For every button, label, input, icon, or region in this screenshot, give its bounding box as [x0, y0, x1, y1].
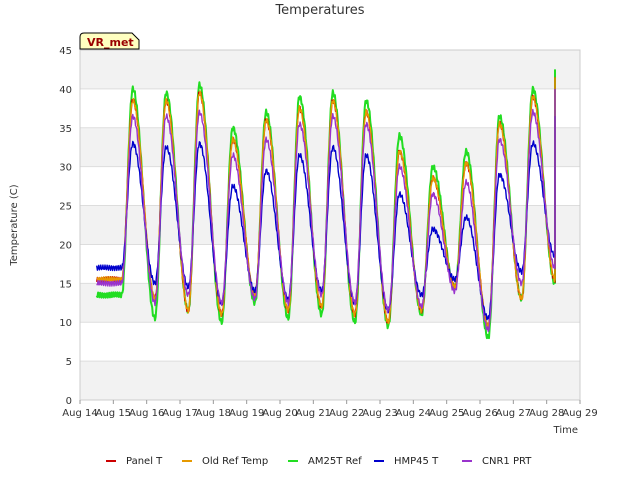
- y-tick-label: 15: [59, 279, 72, 290]
- y-tick-label: 5: [66, 357, 72, 368]
- station-badge-shape: [79, 32, 140, 50]
- x-tick-label: Aug 18: [196, 408, 231, 419]
- x-tick-label: Aug 24: [396, 408, 431, 419]
- x-tick-label: Aug 15: [96, 408, 131, 419]
- x-tick-label: Aug 16: [129, 408, 164, 419]
- x-tick-label: Aug 14: [62, 408, 97, 419]
- x-tick-label: Aug 21: [296, 408, 331, 419]
- grid-band: [80, 361, 580, 400]
- station-badge-label: VR_met: [87, 36, 134, 49]
- y-axis: 0 5 10 15 20 25 30 35 40 45: [59, 46, 72, 407]
- x-tick-label: Aug 28: [529, 408, 564, 419]
- x-tick-label: Aug 22: [329, 408, 364, 419]
- station-badge: VR_met: [79, 32, 140, 50]
- y-tick-label: 45: [59, 46, 72, 57]
- plot-area-frame: [79, 49, 581, 401]
- legend-label: Panel T: [126, 456, 163, 467]
- y-tick-label: 35: [59, 124, 72, 135]
- grid-band: [80, 283, 580, 323]
- legend-label: HMP45 T: [394, 456, 439, 467]
- x-tick-label: Aug 20: [262, 408, 297, 419]
- x-axis-title: Time: [553, 425, 578, 436]
- legend-label: AM25T Ref: [308, 456, 362, 467]
- y-tick-label: 10: [59, 318, 72, 329]
- grid-band: [80, 205, 580, 245]
- x-tick-label: Aug 27: [496, 408, 531, 419]
- series-line-cnr1-prt: [96, 88, 556, 333]
- y-tick-label: 25: [59, 202, 72, 213]
- grid-band: [80, 50, 580, 89]
- series-lines: [95, 69, 556, 340]
- x-tick-label: Aug 29: [562, 408, 597, 419]
- x-tick-label: Aug 17: [162, 408, 197, 419]
- legend-label: Old Ref Temp: [202, 456, 268, 467]
- y-axis-title: Temperature (C): [9, 184, 20, 266]
- y-tick-label: 20: [59, 240, 72, 251]
- y-tick-label: 40: [59, 85, 72, 96]
- x-tick-label: Aug 19: [229, 408, 264, 419]
- y-tick-label: 30: [59, 163, 72, 174]
- chart-title: Temperatures: [274, 3, 364, 18]
- x-tick-label: Aug 23: [362, 408, 397, 419]
- x-tick-label: Aug 26: [462, 408, 497, 419]
- x-tick-label: Aug 25: [429, 408, 464, 419]
- legend-label: CNR1 PRT: [482, 456, 532, 467]
- y-tick-label: 0: [66, 396, 72, 407]
- legend: Panel T Old Ref Temp AM25T Ref HMP45 T CNR1 …: [106, 456, 532, 467]
